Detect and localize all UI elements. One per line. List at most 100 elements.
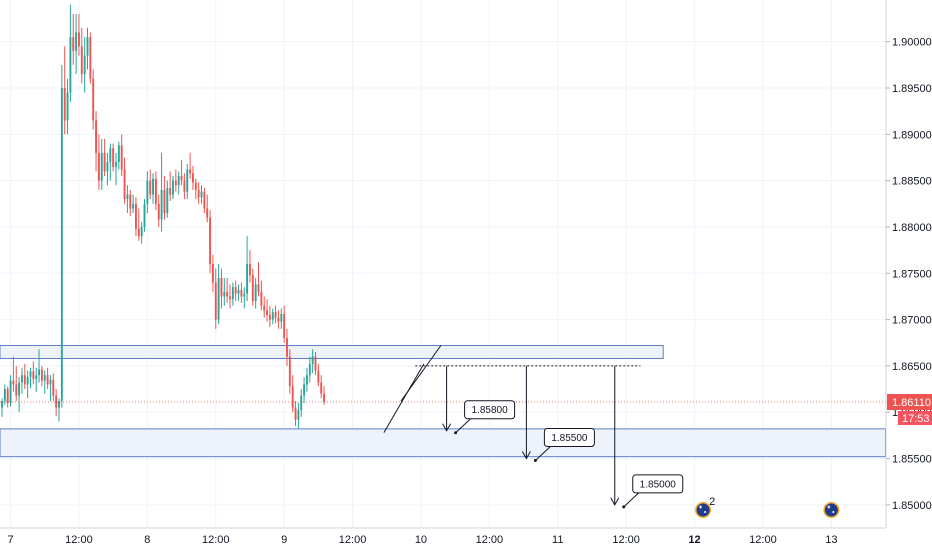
candle-body-up [311,356,314,365]
candle-body-down [123,169,126,200]
candle-body-up [152,178,154,195]
target-callout-box[interactable] [632,474,684,494]
candle-body-down [46,375,49,385]
target-arrow-head [610,497,620,506]
candle-body-down [72,37,75,51]
price-zones[interactable] [0,345,886,458]
time-tick-label: 8 [144,534,150,546]
candle-body-up [306,375,308,385]
target-arrow-head [442,423,452,432]
time-tick-label: 9 [281,534,287,546]
candle-body-down [40,369,43,381]
time-axis[interactable]: 7 12:00 8 12:00 9 12:00 10 12:00 11 12:00 12 12:00 1… [0,527,932,550]
flag-icon[interactable] [824,503,838,517]
candle-body-down [120,145,123,170]
candle-body-up [126,194,129,200]
candle-body-up [1,401,3,408]
event-markers[interactable]: 2 [695,496,840,518]
target-callout-label: 1.85500 [551,433,588,444]
price-axis-background [886,0,932,528]
candle-body-up [35,375,38,379]
candle-body-down [112,148,115,167]
candle-body-down [89,37,92,79]
flag-icon-cross [699,505,703,509]
candle-body-up [29,371,32,378]
price-tick-label: 1.88500 [892,176,932,188]
candle-body-down [274,312,277,318]
current-price-tag: 1.86110 17:53 [887,394,932,426]
candle-body-down [294,407,297,420]
candle-body-up [237,289,240,294]
current-price-tag-label: 1.86110 [892,397,931,409]
support-resistance-zone[interactable] [0,428,886,458]
time-tick-label: 12:00 [202,534,230,546]
candle-body-up [297,410,300,420]
support-resistance-zone[interactable] [0,345,664,359]
candle-body-down [260,291,263,306]
price-tick-label: 1.89500 [892,83,932,95]
candle-body-down [149,180,152,195]
price-axis[interactable]: 1.90000 1.89500 1.89000 1.88500 1.88000 1.875… [885,0,932,528]
candle-body-down [183,180,186,192]
candle-body-down [288,356,291,387]
target-callout-box[interactable] [464,400,516,420]
target-callout-label: 1.85800 [472,405,509,416]
price-tick-label: 1.86500 [892,361,932,373]
candle-body-up [60,88,63,402]
candle-body-up [254,284,257,302]
candle-body-up [308,364,311,376]
candle-body-up [177,176,180,186]
candle-body-up [217,277,220,320]
candle-body-up [146,180,149,204]
candle-body-down [135,203,137,229]
candle-body-down [220,277,223,297]
target-callout-box[interactable] [543,428,595,448]
candle-body-down [214,282,217,320]
candle-body-down [314,356,317,371]
target-callout-anchor [454,431,458,435]
candle-body-up [43,375,46,381]
price-candles [1,4,325,429]
flag-icon-star [832,511,835,513]
candle-body-down [92,78,95,121]
candle-body-down [249,264,251,276]
time-tick-label: 12 [688,534,700,546]
candle-body-down [320,382,323,394]
candle-body-down [283,314,286,339]
target-callout-anchor [622,505,626,509]
chart-drawings[interactable]: 1.85800 1.85500 1.85000 [383,345,684,509]
candle-body-down [268,314,271,320]
candle-body-up [231,287,234,300]
candle-body-up [21,375,23,383]
candle-body-up [3,389,6,402]
candle-body-up [106,162,109,172]
time-tick-label: 11 [552,534,563,546]
candle-body-up [160,189,163,220]
candle-body-down [226,291,229,297]
candle-body-up [83,55,86,75]
candle-body-up [303,384,306,396]
flag-icon-star [704,511,707,513]
price-tick-label: 1.87500 [892,268,932,280]
candle-body-down [286,338,288,357]
channel-upper-line[interactable] [400,345,442,402]
candle-body-down [95,120,97,153]
candle-body-up [246,264,249,294]
candle-body-down [103,152,106,172]
channel-lower-line[interactable] [383,363,425,433]
candle-body-up [140,226,143,237]
candle-body-up [115,162,117,167]
candle-body-up [75,32,78,51]
candle-body-down [206,208,209,218]
candle-body-up [186,169,189,192]
candle-body-down [23,375,26,385]
candle-body-down [240,289,243,297]
flag-icon[interactable] [696,503,710,517]
candle-body-down [174,180,177,186]
candle-body-down [194,182,197,190]
candle-body-down [52,379,55,396]
candle-body-down [251,275,254,302]
candle-body-down [80,46,83,75]
candle-body-down [157,203,160,220]
